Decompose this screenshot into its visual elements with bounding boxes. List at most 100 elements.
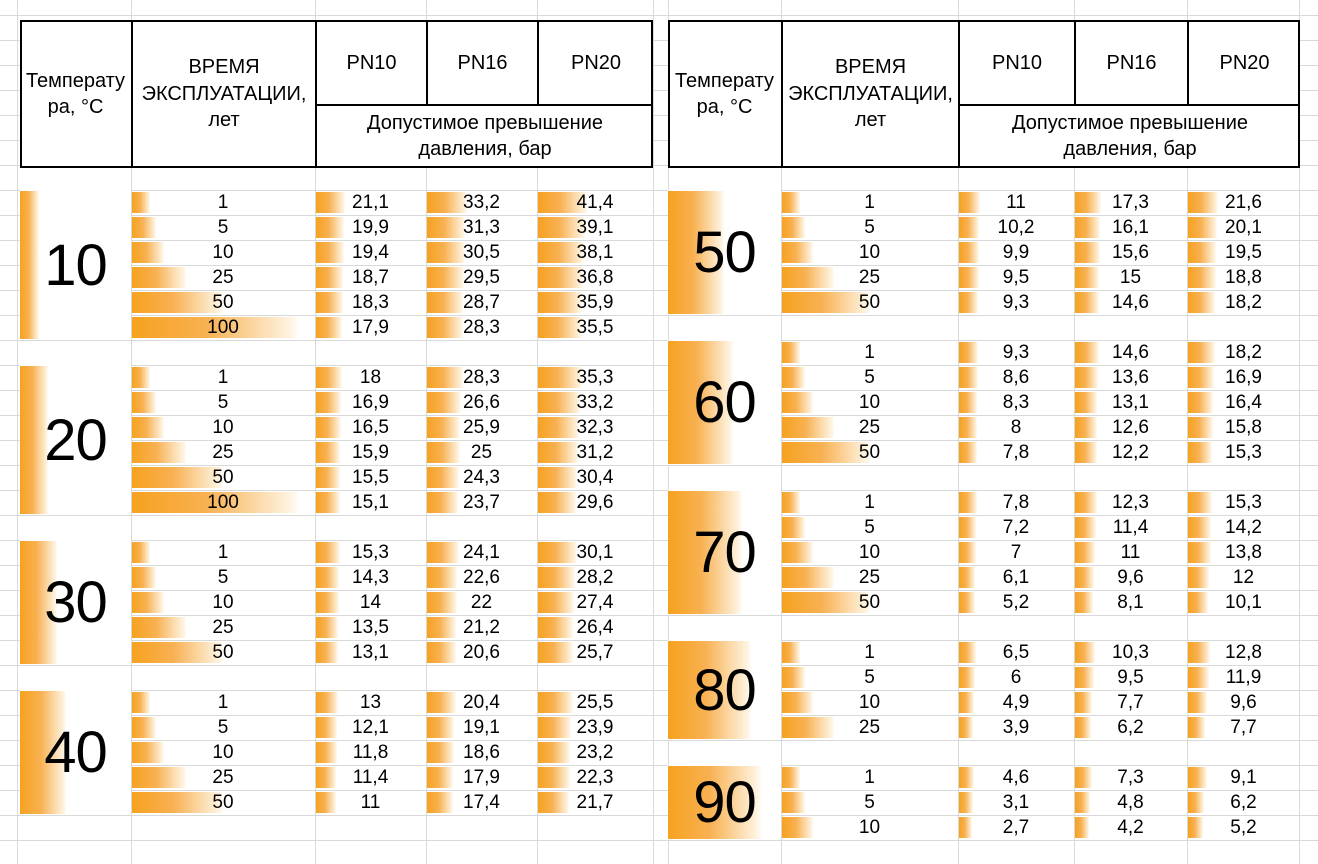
pn10-bar <box>959 342 978 363</box>
temperature-value: 10 <box>44 232 108 298</box>
pn10-bar <box>316 567 339 588</box>
pn16-bar <box>427 467 459 488</box>
pn10-value: 9,9 <box>1002 242 1030 263</box>
years-bar <box>782 367 805 388</box>
years-value: 1 <box>864 192 875 213</box>
years-value: 1 <box>217 542 229 563</box>
pn20-value: 15,3 <box>1225 442 1262 463</box>
years-value: 10 <box>212 242 234 263</box>
pn10-bar <box>316 292 343 313</box>
pn10-value: 18,7 <box>352 267 389 288</box>
gridline-horizontal <box>0 840 1318 841</box>
pn20-value: 10,1 <box>1225 592 1262 613</box>
pn20-value: 25,7 <box>576 642 614 663</box>
pn16-value: 11 <box>1120 542 1141 563</box>
pn20-bar <box>538 692 573 713</box>
pn16-value: 28,3 <box>463 367 500 388</box>
pn10-value: 19,4 <box>352 242 389 263</box>
pn10-value: 2,7 <box>1002 817 1030 838</box>
temperature-header-line: Температу <box>674 69 775 92</box>
pn20-value: 23,2 <box>576 742 614 763</box>
years-bar <box>132 742 164 763</box>
pn10-bar <box>316 717 337 738</box>
temperature-cell: 30 <box>20 540 131 665</box>
gridline-horizontal <box>0 415 1318 416</box>
pn20-bar <box>538 442 578 463</box>
pn16-bar <box>1075 567 1094 588</box>
pn10-value: 15,3 <box>352 542 389 563</box>
years-bar <box>132 592 164 613</box>
pn10-value: 16,5 <box>352 417 389 438</box>
temperature-cell: 60 <box>668 340 781 465</box>
pn16-value: 24,1 <box>463 542 500 563</box>
pn16-bar <box>1075 692 1092 713</box>
years-bar <box>132 792 223 813</box>
years-bar <box>782 192 800 213</box>
pn16-value: 20,6 <box>463 642 500 663</box>
pn16-bar <box>1075 292 1099 313</box>
pn10-bar <box>316 267 343 288</box>
pn20-value: 39,1 <box>576 217 614 238</box>
gridline-vertical <box>426 0 427 864</box>
pn10-value: 13,5 <box>352 617 389 638</box>
pn10-bar <box>959 217 979 238</box>
gridline-horizontal <box>0 615 1318 616</box>
pn-header-pn16: PN16 <box>426 22 537 104</box>
pn-header-pn16: PN16 <box>1074 22 1187 104</box>
pn16-bar <box>1075 717 1091 738</box>
years-value: 50 <box>212 792 234 813</box>
pn20-value: 16,4 <box>1225 392 1262 413</box>
gridline-horizontal <box>0 15 1318 16</box>
years-bar <box>782 267 834 288</box>
pn16-bar <box>1075 192 1101 213</box>
pn20-bar <box>538 192 587 213</box>
pn10-value: 8,6 <box>1002 367 1030 388</box>
years-bar <box>132 467 223 488</box>
pn10-value: 15,5 <box>352 467 389 488</box>
temperature-header-line: ра, °С <box>696 96 753 118</box>
pn10-bar <box>959 592 975 613</box>
years-bar <box>132 317 298 338</box>
pn20-bar <box>538 267 583 288</box>
pn20-value: 30,4 <box>576 467 614 488</box>
pn10-bar <box>959 192 980 213</box>
years-bar <box>782 517 805 538</box>
pn-header-pn20: PN20 <box>537 22 653 104</box>
pn16-bar <box>427 692 456 713</box>
pn16-value: 17,3 <box>1112 192 1149 213</box>
pn16-bar <box>427 642 456 663</box>
pn16-value: 11,4 <box>1112 517 1149 538</box>
temperature-value: 40 <box>44 720 108 785</box>
temperature-header: Температу ра, °С <box>20 22 131 166</box>
pn20-bar <box>538 792 569 813</box>
pn10-value: 9,5 <box>1002 267 1030 288</box>
pn16-value: 28,3 <box>463 317 500 338</box>
pn10-bar <box>316 417 341 438</box>
pn16-bar <box>427 267 464 288</box>
pn10-value: 18,3 <box>352 292 389 313</box>
pn20-value: 18,8 <box>1225 267 1262 288</box>
pn20-bar <box>1188 642 1210 663</box>
years-value: 10 <box>858 542 881 563</box>
gridline-vertical <box>653 0 654 864</box>
pn20-value: 35,3 <box>576 367 614 388</box>
pn16-bar <box>427 592 457 613</box>
years-bar <box>782 492 800 513</box>
gridline-horizontal <box>0 90 1318 91</box>
pn16-value: 8,1 <box>1117 592 1144 613</box>
years-value: 10 <box>858 242 881 263</box>
pn16-bar <box>427 767 453 788</box>
pn20-bar <box>1188 217 1217 238</box>
years-value: 1 <box>217 192 229 213</box>
pn20-bar <box>1188 242 1216 263</box>
temperature-header-line: ра, °С <box>47 96 104 118</box>
pn20-bar <box>1188 717 1205 738</box>
years-bar <box>782 817 813 838</box>
pn16-bar <box>1075 242 1100 263</box>
pn20-bar <box>1188 792 1204 813</box>
temperature-bar <box>668 191 724 314</box>
years-bar <box>782 717 834 738</box>
pn10-bar <box>316 617 338 638</box>
pn16-bar <box>1075 217 1100 238</box>
